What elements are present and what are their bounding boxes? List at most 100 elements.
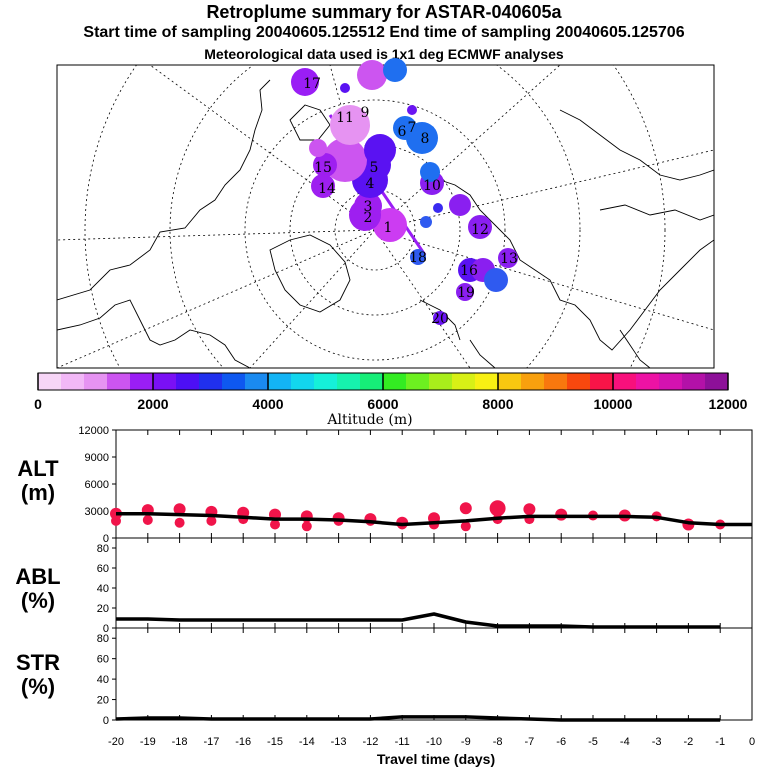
colorbar-cell [406, 373, 430, 390]
y-tick-label: 6000 [85, 479, 109, 491]
map-number-1: 1 [384, 220, 393, 236]
colorbar-cell [590, 373, 614, 390]
colorbar-tick-label: 2000 [137, 396, 168, 412]
y-tick-label: 3000 [85, 506, 109, 518]
plume-circle-15 [498, 248, 518, 268]
x-tick-label: -20 [108, 736, 124, 748]
panel-1: 0 20 40 60 80 [97, 537, 753, 635]
x-tick-label: -3 [652, 736, 662, 748]
colorbar-cell [84, 373, 108, 390]
panel-frame [115, 627, 753, 721]
plume-circle-21 [410, 249, 426, 265]
colorbar-cell [61, 373, 85, 390]
y-tick-label: 0 [103, 715, 109, 727]
colorbar-tick-label: 8000 [482, 396, 513, 412]
x-tick-label: -16 [235, 736, 251, 748]
colorbar-cells [38, 373, 729, 390]
map-number-6: 6 [398, 124, 407, 140]
colorbar-cell [314, 373, 338, 390]
alt-label-line2: (m) [21, 480, 55, 505]
map-number-12: 12 [471, 222, 489, 238]
colorbar-tick-label: 12000 [709, 396, 748, 412]
y-tick-label: 0 [103, 623, 109, 635]
y-tick-label: 0 [103, 533, 109, 545]
x-tick-label: -5 [588, 736, 598, 748]
alt-cluster-point [489, 500, 506, 517]
plume-circle-19 [456, 283, 474, 301]
plume-circle-27 [291, 68, 319, 96]
x-tick-label: -8 [493, 736, 503, 748]
plume-circle-13 [449, 194, 471, 216]
map-number-16: 16 [460, 263, 478, 279]
coastlines [57, 79, 714, 368]
map-number-4: 4 [366, 176, 375, 192]
x-tick-label: -7 [525, 736, 535, 748]
colorbar-tick-label: 6000 [367, 396, 398, 412]
map-number-11: 11 [336, 110, 354, 126]
plume-circle-1 [373, 208, 407, 242]
x-tick-label: -10 [426, 736, 442, 748]
x-tick-label: -17 [203, 736, 219, 748]
colorbar-cell [268, 373, 292, 390]
colorbar-cell [176, 373, 200, 390]
x-tick-label: -9 [461, 736, 471, 748]
plume-circle-12 [420, 162, 440, 182]
colorbar-cell [383, 373, 407, 390]
y-tick-label: 80 [97, 543, 109, 555]
colorbar-cell [521, 373, 545, 390]
map-number-19: 19 [457, 285, 475, 301]
plume-circle-8 [330, 105, 370, 145]
y-tick-label: 20 [97, 603, 109, 615]
plume-markers [291, 58, 518, 325]
colorbar-cell [429, 373, 453, 390]
series-line-2 [115, 715, 721, 722]
x-tick-label: -1 [715, 736, 725, 748]
plume-circle-3 [354, 192, 382, 220]
map-number-9: 9 [361, 105, 370, 121]
alt-cluster-point [301, 521, 312, 532]
plume-circle-20 [433, 311, 447, 325]
colorbar-label: Altitude (m) [326, 412, 412, 428]
y-tick-label: 9000 [85, 452, 109, 464]
colorbar-cell [567, 373, 591, 390]
map-number-8: 8 [421, 131, 430, 147]
plume-circle-29 [383, 58, 407, 82]
plume-circle-26 [309, 139, 327, 157]
map-number-5: 5 [370, 160, 379, 176]
x-tick-label: -13 [331, 736, 347, 748]
colorbar-tick-label: 4000 [252, 396, 283, 412]
y-tick-label: 40 [97, 583, 109, 595]
map-number-10: 10 [423, 178, 441, 194]
colorbar-cell [475, 373, 499, 390]
alt-cluster-point [460, 521, 471, 532]
map-number-14: 14 [318, 181, 336, 197]
y-tick-label: 60 [97, 654, 109, 666]
x-tick-label: -11 [395, 736, 410, 748]
plume-circle-22 [420, 216, 432, 228]
colorbar-cell [360, 373, 384, 390]
abl-label-line1: ABL [15, 564, 60, 589]
alt-cluster-point [173, 503, 186, 516]
x-tick-label: -14 [299, 736, 315, 748]
map-number-20: 20 [431, 311, 449, 327]
colorbar-cell [705, 373, 729, 390]
colorbar-cell [291, 373, 315, 390]
colorbar-cell [38, 373, 62, 390]
x-tick-label: -6 [556, 736, 566, 748]
plume-circle-28 [357, 60, 387, 90]
plume-circle-23 [433, 203, 443, 213]
x-tick-label: -19 [140, 736, 156, 748]
map-number-15: 15 [314, 160, 332, 176]
colorbar-cell [153, 373, 177, 390]
colorbar: 0 2000 4000 6000 8000 10000 12000 Altitude (m) [34, 372, 748, 428]
x-tick-label: -2 [684, 736, 694, 748]
plume-circle-30 [407, 105, 417, 115]
colorbar-cell [199, 373, 223, 390]
colorbar-cell [682, 373, 706, 390]
x-tick-label: -15 [267, 736, 283, 748]
map-content [57, 65, 714, 368]
colorbar-cell [245, 373, 269, 390]
alt-cluster-point [111, 515, 121, 526]
